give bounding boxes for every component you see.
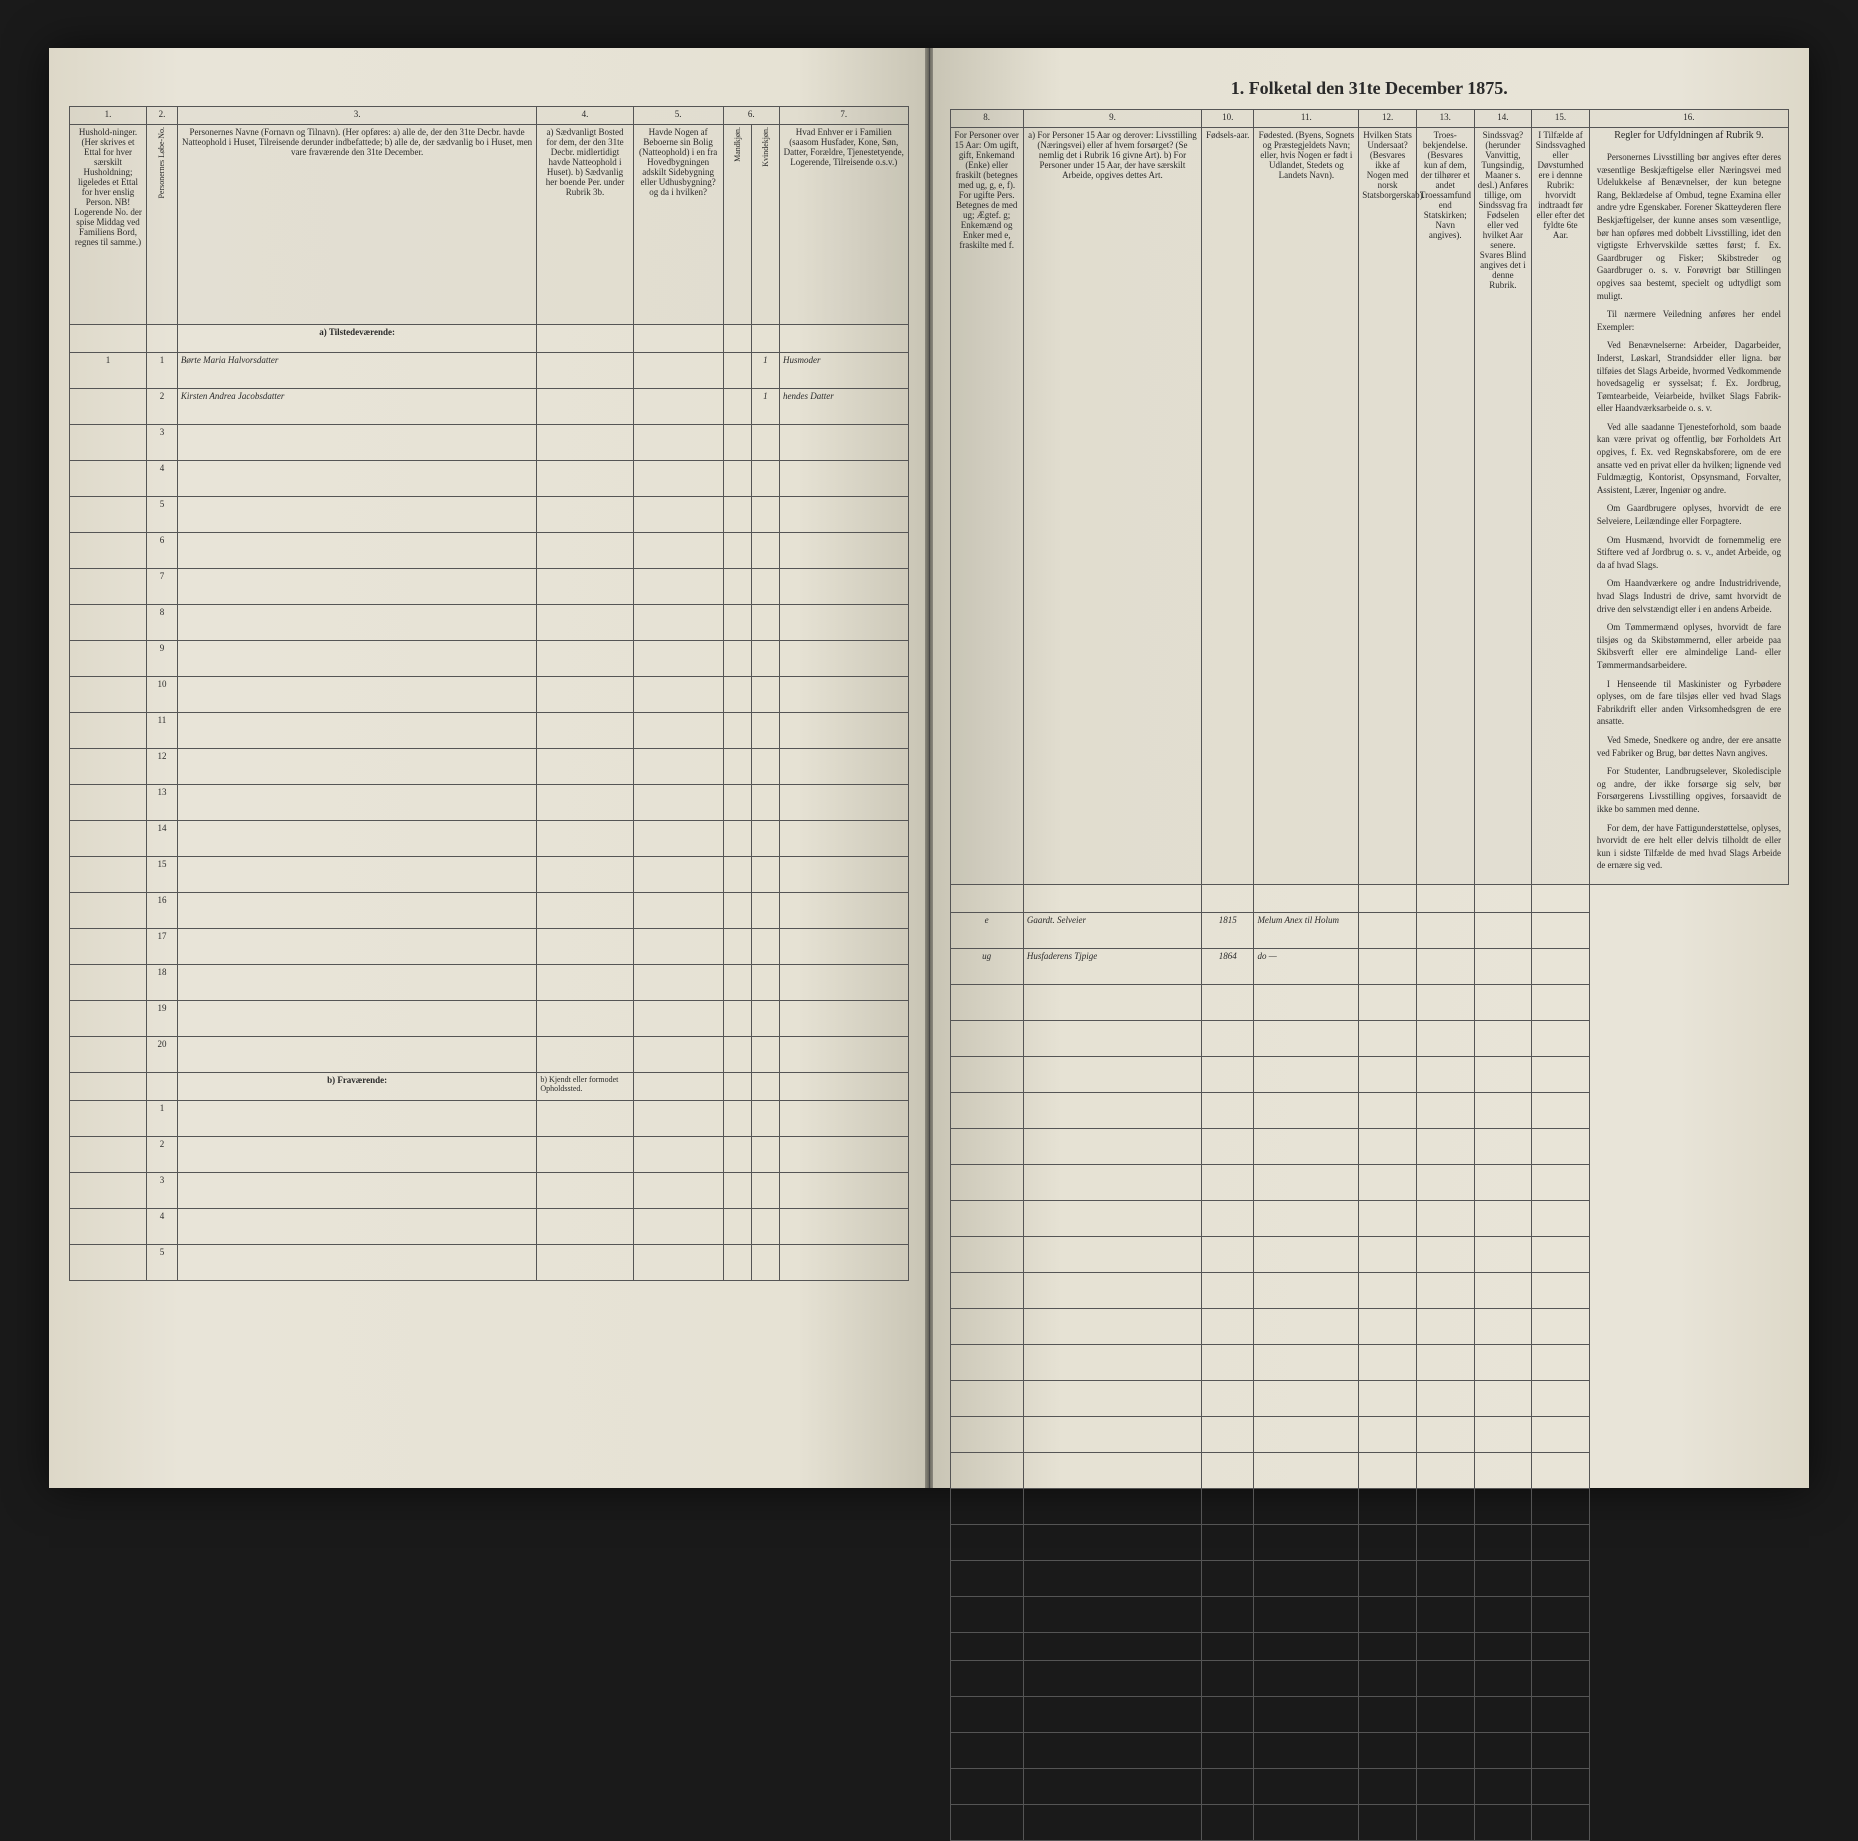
colhdr-4: a) Sædvanligt Bosted for dem, der den 31… bbox=[537, 125, 633, 325]
table-row bbox=[950, 1696, 1789, 1732]
colhdr-11: Fødested. (Byens, Sognets og Præstegjeld… bbox=[1254, 128, 1359, 885]
colnum-4: 4. bbox=[537, 107, 633, 125]
table-row bbox=[950, 1344, 1789, 1380]
table-row: 15 bbox=[70, 857, 909, 893]
section-row bbox=[950, 1632, 1789, 1660]
instructions-body: Personernes Livsstilling bør angives eft… bbox=[1593, 147, 1785, 882]
colnum-6: 6. bbox=[723, 107, 779, 125]
colhdr-2: Personernes Løbe-No. bbox=[147, 125, 178, 325]
instructions-title: Regler for Udfyldningen af Rubrik 9. bbox=[1593, 130, 1785, 141]
table-row: 11 bbox=[70, 713, 909, 749]
census-table-left: 1. 2. 3. 4. 5. 6. 7. Hushold-ninger. (He… bbox=[69, 106, 909, 1281]
colhdr-14: Sindssvag? (herunder Vanvittig, Tungsind… bbox=[1474, 128, 1532, 885]
table-row: 17 bbox=[70, 929, 909, 965]
book-spine bbox=[925, 48, 933, 1488]
table-row: 19 bbox=[70, 1001, 909, 1037]
table-row: 5 bbox=[70, 1245, 909, 1281]
table-row: 4 bbox=[70, 461, 909, 497]
colhdr-8: For Personer over 15 Aar: Om ugift, gift… bbox=[950, 128, 1023, 885]
table-row bbox=[950, 1768, 1789, 1804]
colnum-13: 13. bbox=[1416, 110, 1474, 128]
table-row bbox=[950, 984, 1789, 1020]
table-row: 8 bbox=[70, 605, 909, 641]
table-row: 10 bbox=[70, 677, 909, 713]
colhdr-1: Hushold-ninger. (Her skrives et Ettal fo… bbox=[70, 125, 147, 325]
table-row: eGaardt. Selveier1815Melum Anex til Holu… bbox=[950, 912, 1789, 948]
colhdr-13: Troes-bekjendelse. (Besvares kun af dem,… bbox=[1416, 128, 1474, 885]
left-page: 1. 2. 3. 4. 5. 6. 7. Hushold-ninger. (He… bbox=[49, 48, 930, 1488]
table-row bbox=[950, 1200, 1789, 1236]
section-row: a) Tilstedeværende: bbox=[70, 325, 909, 353]
table-row: 20 bbox=[70, 1037, 909, 1073]
colhdr-10: Fødsels-aar. bbox=[1202, 128, 1254, 885]
colhdr-15: I Tilfælde af Sindssvaghed eller Døvstum… bbox=[1532, 128, 1590, 885]
colnum-9: 9. bbox=[1023, 110, 1201, 128]
colhdr-6b: Kvindekjøn. bbox=[751, 125, 779, 325]
instructions-cell: Regler for Udfyldningen af Rubrik 9. Per… bbox=[1589, 128, 1788, 885]
table-row: 5 bbox=[70, 497, 909, 533]
table-row bbox=[950, 1596, 1789, 1632]
colnum-3: 3. bbox=[177, 107, 537, 125]
table-row: 1 bbox=[70, 1101, 909, 1137]
table-row bbox=[950, 1020, 1789, 1056]
colhdr-6a: Mandkjøn. bbox=[723, 125, 751, 325]
table-row bbox=[950, 1272, 1789, 1308]
table-row bbox=[950, 1236, 1789, 1272]
section-row: b) Fraværende:b) Kjendt eller formodet O… bbox=[70, 1073, 909, 1101]
section-row bbox=[950, 884, 1789, 912]
colnum-14: 14. bbox=[1474, 110, 1532, 128]
colnum-8: 8. bbox=[950, 110, 1023, 128]
table-row bbox=[950, 1380, 1789, 1416]
table-row bbox=[950, 1128, 1789, 1164]
table-row: 14 bbox=[70, 821, 909, 857]
table-row: 2 bbox=[70, 1137, 909, 1173]
table-row bbox=[950, 1164, 1789, 1200]
page-title: 1. Folketal den 31te December 1875. bbox=[950, 78, 1790, 99]
table-row: 18 bbox=[70, 965, 909, 1001]
table-row: 13 bbox=[70, 785, 909, 821]
table-row bbox=[950, 1056, 1789, 1092]
table-row: 9 bbox=[70, 641, 909, 677]
table-row bbox=[950, 1660, 1789, 1696]
colhdr-3: Personernes Navne (Fornavn og Tilnavn). … bbox=[177, 125, 537, 325]
colnum-7: 7. bbox=[780, 107, 908, 125]
colhdr-5: Havde Nogen af Beboerne sin Bolig (Natte… bbox=[633, 125, 723, 325]
table-row: 7 bbox=[70, 569, 909, 605]
table-row bbox=[950, 1804, 1789, 1840]
table-row bbox=[950, 1732, 1789, 1768]
colnum-16: 16. bbox=[1589, 110, 1788, 128]
table-row bbox=[950, 1452, 1789, 1488]
table-row bbox=[950, 1488, 1789, 1524]
table-row: 11Børte Maria Halvorsdatter1Husmoder bbox=[70, 353, 909, 389]
table-row: 6 bbox=[70, 533, 909, 569]
table-row bbox=[950, 1092, 1789, 1128]
table-row: 2Kirsten Andrea Jacobsdatter1hendes Datt… bbox=[70, 389, 909, 425]
colnum-1: 1. bbox=[70, 107, 147, 125]
table-row: 16 bbox=[70, 893, 909, 929]
table-row bbox=[950, 1560, 1789, 1596]
table-row bbox=[950, 1308, 1789, 1344]
colhdr-9: a) For Personer 15 Aar og derover: Livss… bbox=[1023, 128, 1201, 885]
table-row: ugHusfaderens Tjpige1864do — bbox=[950, 948, 1789, 984]
colnum-2: 2. bbox=[147, 107, 178, 125]
table-row bbox=[950, 1416, 1789, 1452]
table-row bbox=[950, 1524, 1789, 1560]
table-row: 12 bbox=[70, 749, 909, 785]
colnum-15: 15. bbox=[1532, 110, 1590, 128]
colnum-12: 12. bbox=[1359, 110, 1417, 128]
census-table-right: 8. 9. 10. 11. 12. 13. 14. 15. 16. For Pe… bbox=[950, 109, 1790, 1841]
table-row: 3 bbox=[70, 425, 909, 461]
colhdr-7: Hvad Enhver er i Familien (saasom Husfad… bbox=[780, 125, 908, 325]
table-row: 4 bbox=[70, 1209, 909, 1245]
colhdr-12: Hvilken Stats Undersaat? (Besvares ikke … bbox=[1359, 128, 1417, 885]
table-row: 3 bbox=[70, 1173, 909, 1209]
census-book: 1. 2. 3. 4. 5. 6. 7. Hushold-ninger. (He… bbox=[49, 48, 1809, 1488]
right-page: 1. Folketal den 31te December 1875. 8. 9… bbox=[930, 48, 1810, 1488]
colnum-10: 10. bbox=[1202, 110, 1254, 128]
colnum-11: 11. bbox=[1254, 110, 1359, 128]
colnum-5: 5. bbox=[633, 107, 723, 125]
